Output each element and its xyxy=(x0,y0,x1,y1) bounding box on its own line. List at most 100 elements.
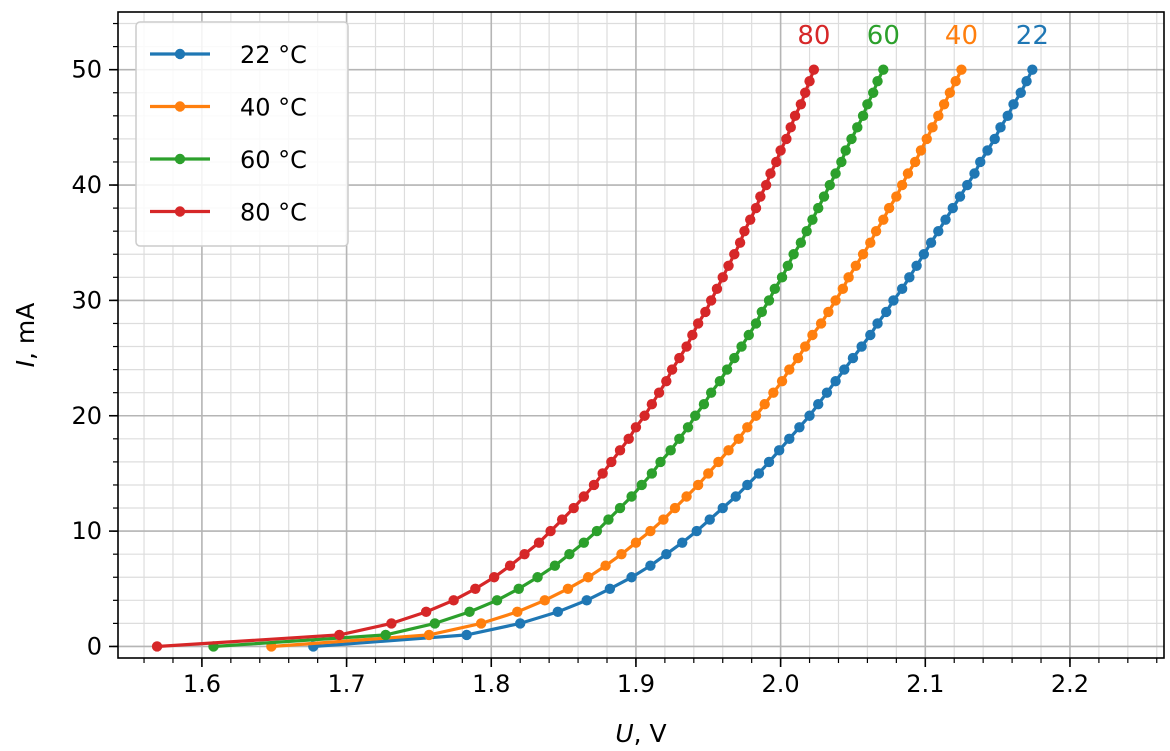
data-point-22 xyxy=(626,572,637,583)
data-point-80 xyxy=(533,537,545,548)
data-point-22 xyxy=(1015,87,1026,98)
data-point-80 xyxy=(488,572,500,583)
data-point-60 xyxy=(564,548,575,560)
data-point-80 xyxy=(700,306,711,318)
data-point-40 xyxy=(933,110,944,122)
data-point-80 xyxy=(588,479,600,491)
data-point-40 xyxy=(843,272,854,283)
data-point-22 xyxy=(763,456,775,468)
y-tick-label: 0 xyxy=(87,632,102,660)
data-point-40 xyxy=(733,433,744,445)
data-point-40 xyxy=(723,445,734,456)
data-point-60 xyxy=(603,514,614,525)
data-point-40 xyxy=(807,329,818,341)
legend-swatch-marker xyxy=(174,153,186,165)
data-point-80 xyxy=(614,445,626,456)
data-point-60 xyxy=(705,387,717,398)
data-point-22 xyxy=(1021,76,1032,87)
data-point-40 xyxy=(582,572,594,583)
data-point-22 xyxy=(661,548,672,560)
data-point-80 xyxy=(739,225,750,237)
data-point-22 xyxy=(645,560,656,571)
data-point-22 xyxy=(969,168,980,179)
axis-ticks xyxy=(109,22,1158,667)
data-point-80 xyxy=(661,375,672,387)
data-point-80 xyxy=(681,341,692,352)
data-point-40 xyxy=(823,306,834,318)
x-tick-label: 1.8 xyxy=(472,670,510,698)
data-point-60 xyxy=(763,295,775,306)
data-point-60 xyxy=(549,560,561,571)
data-point-40 xyxy=(512,606,523,618)
data-point-60 xyxy=(776,272,788,283)
data-point-80 xyxy=(687,329,698,341)
data-point-22 xyxy=(813,399,824,410)
data-point-22 xyxy=(730,491,741,502)
data-point-40 xyxy=(692,479,704,491)
series-end-labels: 22 40 60 80 xyxy=(797,21,1049,51)
data-point-40 xyxy=(902,168,914,179)
y-axis-label: I, mA xyxy=(11,303,40,368)
data-point-80 xyxy=(386,618,397,629)
series-end-label-22: 22 xyxy=(1016,21,1049,51)
data-point-60 xyxy=(872,76,883,87)
data-point-80 xyxy=(755,191,766,202)
data-point-80 xyxy=(653,387,665,398)
data-point-80 xyxy=(692,318,704,329)
data-point-60 xyxy=(665,445,676,456)
data-point-40 xyxy=(784,364,795,375)
y-axis-unit: , mA xyxy=(11,303,40,360)
data-point-80 xyxy=(765,168,776,179)
data-point-80 xyxy=(630,422,642,433)
data-point-80 xyxy=(729,249,740,260)
data-point-60 xyxy=(813,202,824,214)
plot-frame xyxy=(117,11,1165,659)
data-point-80 xyxy=(504,560,516,571)
data-point-40 xyxy=(915,145,927,156)
data-point-22 xyxy=(1008,99,1019,110)
legend-label: 40 °C xyxy=(240,94,307,122)
data-point-40 xyxy=(776,375,788,387)
data-point-40 xyxy=(878,214,889,225)
series-layer xyxy=(151,64,1038,652)
data-point-22 xyxy=(552,606,564,618)
data-point-80 xyxy=(420,606,432,618)
data-point-80 xyxy=(470,583,481,594)
data-point-22 xyxy=(881,306,892,318)
data-point-40 xyxy=(830,295,841,306)
data-point-40 xyxy=(703,468,714,479)
x-tick-label: 2.1 xyxy=(906,670,944,698)
data-point-60 xyxy=(824,179,836,191)
data-point-60 xyxy=(868,87,879,98)
data-point-22 xyxy=(581,595,592,606)
data-point-60 xyxy=(795,237,807,248)
data-point-60 xyxy=(491,595,503,606)
data-point-80 xyxy=(705,295,717,306)
data-point-60 xyxy=(532,572,543,583)
data-point-80 xyxy=(789,110,801,122)
legend-label: 22 °C xyxy=(240,41,307,69)
data-point-22 xyxy=(773,445,785,456)
data-point-40 xyxy=(616,548,627,560)
x-tick-label: 1.9 xyxy=(617,670,655,698)
tick-labels: 1.6 1.7 1.8 1.9 2.0 2.1 2.2 0 10 20 30 40 50 xyxy=(71,56,1089,698)
data-point-22 xyxy=(995,122,1006,133)
data-point-60 xyxy=(578,537,590,548)
data-point-40 xyxy=(423,629,435,641)
data-point-22 xyxy=(794,422,805,433)
data-point-60 xyxy=(846,133,857,145)
series-end-label-80: 80 xyxy=(797,21,830,51)
data-point-22 xyxy=(839,364,850,375)
data-point-40 xyxy=(658,514,669,525)
data-point-60 xyxy=(878,64,889,75)
x-axis-variable: U xyxy=(615,719,633,748)
data-point-80 xyxy=(545,525,556,537)
data-point-22 xyxy=(514,618,526,629)
data-point-60 xyxy=(636,479,647,491)
data-point-60 xyxy=(698,399,710,410)
legend-items: 22 °C 40 °C 60 °C 80 °C xyxy=(150,41,307,227)
data-point-60 xyxy=(690,410,701,421)
data-point-80 xyxy=(606,456,617,468)
x-axis-label: U, V xyxy=(615,719,666,748)
